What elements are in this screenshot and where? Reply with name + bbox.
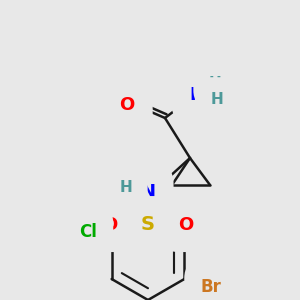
Text: H: H — [120, 179, 132, 194]
Text: N: N — [140, 183, 155, 201]
Text: H: H — [211, 92, 224, 107]
Text: Cl: Cl — [79, 223, 97, 241]
Text: O: O — [102, 216, 118, 234]
Text: H: H — [208, 76, 221, 91]
Text: S: S — [141, 215, 155, 235]
Text: O: O — [119, 96, 135, 114]
Text: Br: Br — [201, 278, 222, 296]
Text: N: N — [190, 86, 205, 104]
Text: O: O — [178, 216, 194, 234]
